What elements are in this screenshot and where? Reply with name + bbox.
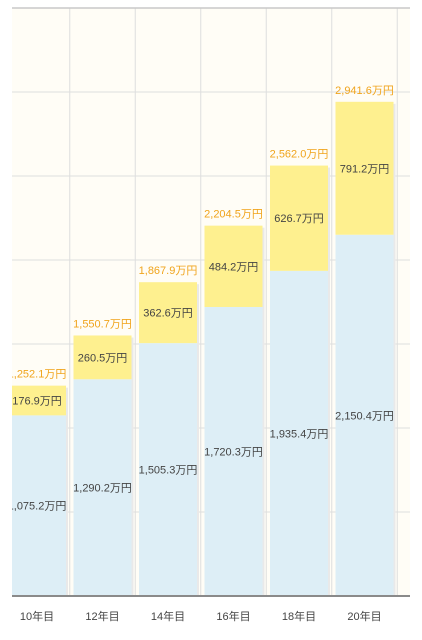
- bar-segment-top: [73, 335, 132, 380]
- bar-shadow: [262, 227, 265, 597]
- x-tick-label: 10年目: [20, 609, 54, 623]
- data-label-base: 1,935.4万円: [270, 428, 329, 440]
- bar-shadow: [393, 103, 396, 596]
- data-label-base: 1,075.2万円: [8, 501, 67, 513]
- x-tick-label: 20年目: [347, 609, 381, 623]
- data-label-base: 1,290.2万円: [73, 483, 132, 495]
- bar-segment-top: [335, 101, 394, 235]
- data-label-total: 1,867.9万円: [139, 265, 198, 277]
- data-label-top: 484.2万円: [209, 261, 259, 273]
- data-label-base: 2,150.4万円: [335, 410, 394, 422]
- data-label-top: 626.7万円: [274, 213, 324, 225]
- data-label-total: 2,941.6万円: [335, 85, 394, 97]
- data-label-top: 791.2万円: [340, 163, 390, 175]
- bar-segment-top: [204, 225, 263, 307]
- data-label-base: 1,505.3万円: [139, 465, 198, 477]
- data-label-total: 1,550.7万円: [73, 318, 132, 330]
- data-label-total: 2,204.5万円: [204, 209, 263, 221]
- bar-segment-base: [73, 379, 132, 596]
- data-label-top: 362.6万円: [143, 308, 193, 320]
- bar-segment-base: [335, 234, 394, 597]
- x-tick-label: 18年目: [282, 609, 316, 623]
- bar-segment-top: [12, 385, 66, 416]
- data-label-base: 1,720.3万円: [204, 446, 263, 458]
- data-label-top: 176.9万円: [12, 396, 62, 408]
- data-label-top: 260.5万円: [78, 352, 128, 364]
- x-tick-label: 14年目: [151, 609, 185, 623]
- bar-shadow: [197, 284, 199, 596]
- data-label-total: 2,562.0万円: [270, 149, 329, 161]
- label-group: 1,075.2万円 176.9万円 1,252.1万円 1,290.2万円 260.5万…: [8, 85, 394, 513]
- bar-shadow: [66, 387, 68, 596]
- x-axis-ticks: 10年目 12年目 14年目 16年目 18年目 20年目: [20, 609, 382, 623]
- bar-segment-base: [12, 415, 66, 596]
- bar-shadow: [131, 337, 134, 596]
- bar-group: [12, 101, 396, 597]
- bar-segment-base: [204, 306, 263, 596]
- bar-segment-top: [270, 165, 328, 271]
- bar-segment-base: [139, 343, 197, 596]
- x-tick-label: 16年目: [216, 609, 250, 623]
- bar-segment-base: [270, 270, 328, 596]
- x-tick-label: 12年目: [85, 609, 119, 623]
- bar-segment-top: [139, 282, 197, 344]
- data-label-total: 1,252.1万円: [8, 369, 67, 381]
- bar-shadow: [328, 167, 330, 596]
